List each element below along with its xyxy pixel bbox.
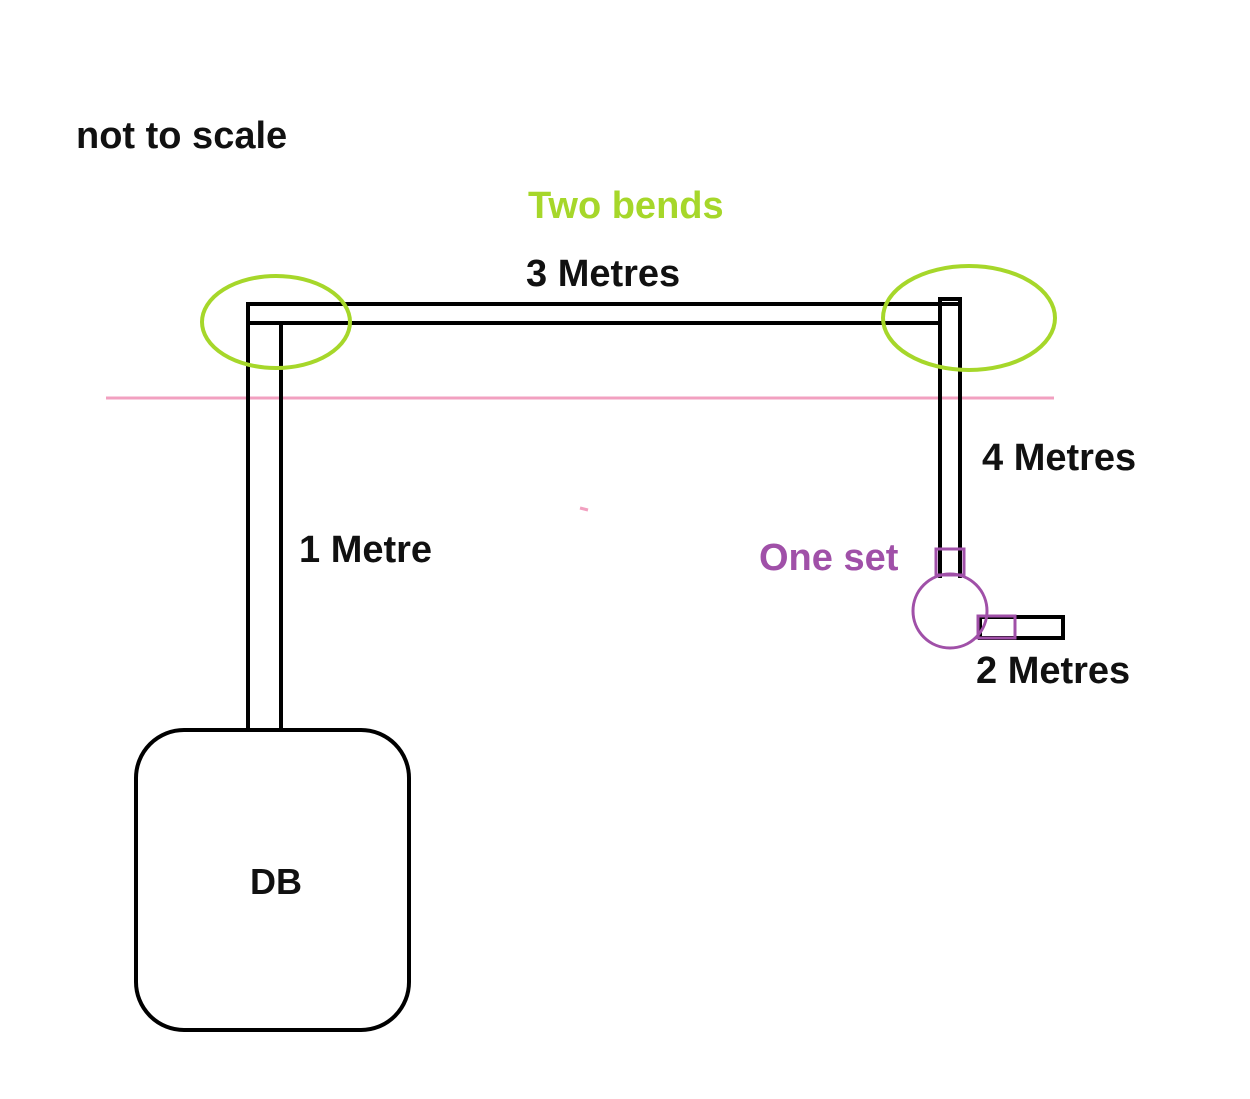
not-to-scale-note: not to scale <box>76 115 287 157</box>
stray-mark <box>579 506 589 512</box>
two-bends-label: Two bends <box>528 185 724 227</box>
left-run-length-label: 1 Metre <box>299 529 432 571</box>
distribution-board-box <box>134 728 411 1032</box>
right-run-length-label: 4 Metres <box>982 437 1136 479</box>
set-connector-right <box>976 614 1017 640</box>
bend-marker-right <box>881 264 1057 372</box>
set-circle <box>911 572 989 650</box>
top-run-length-label: 3 Metres <box>526 253 680 295</box>
pipe-short-branch <box>978 615 1065 640</box>
one-set-label: One set <box>759 537 899 579</box>
branch-length-label: 2 Metres <box>976 650 1130 692</box>
db-label: DB <box>250 861 302 902</box>
bend-marker-left <box>200 274 352 370</box>
